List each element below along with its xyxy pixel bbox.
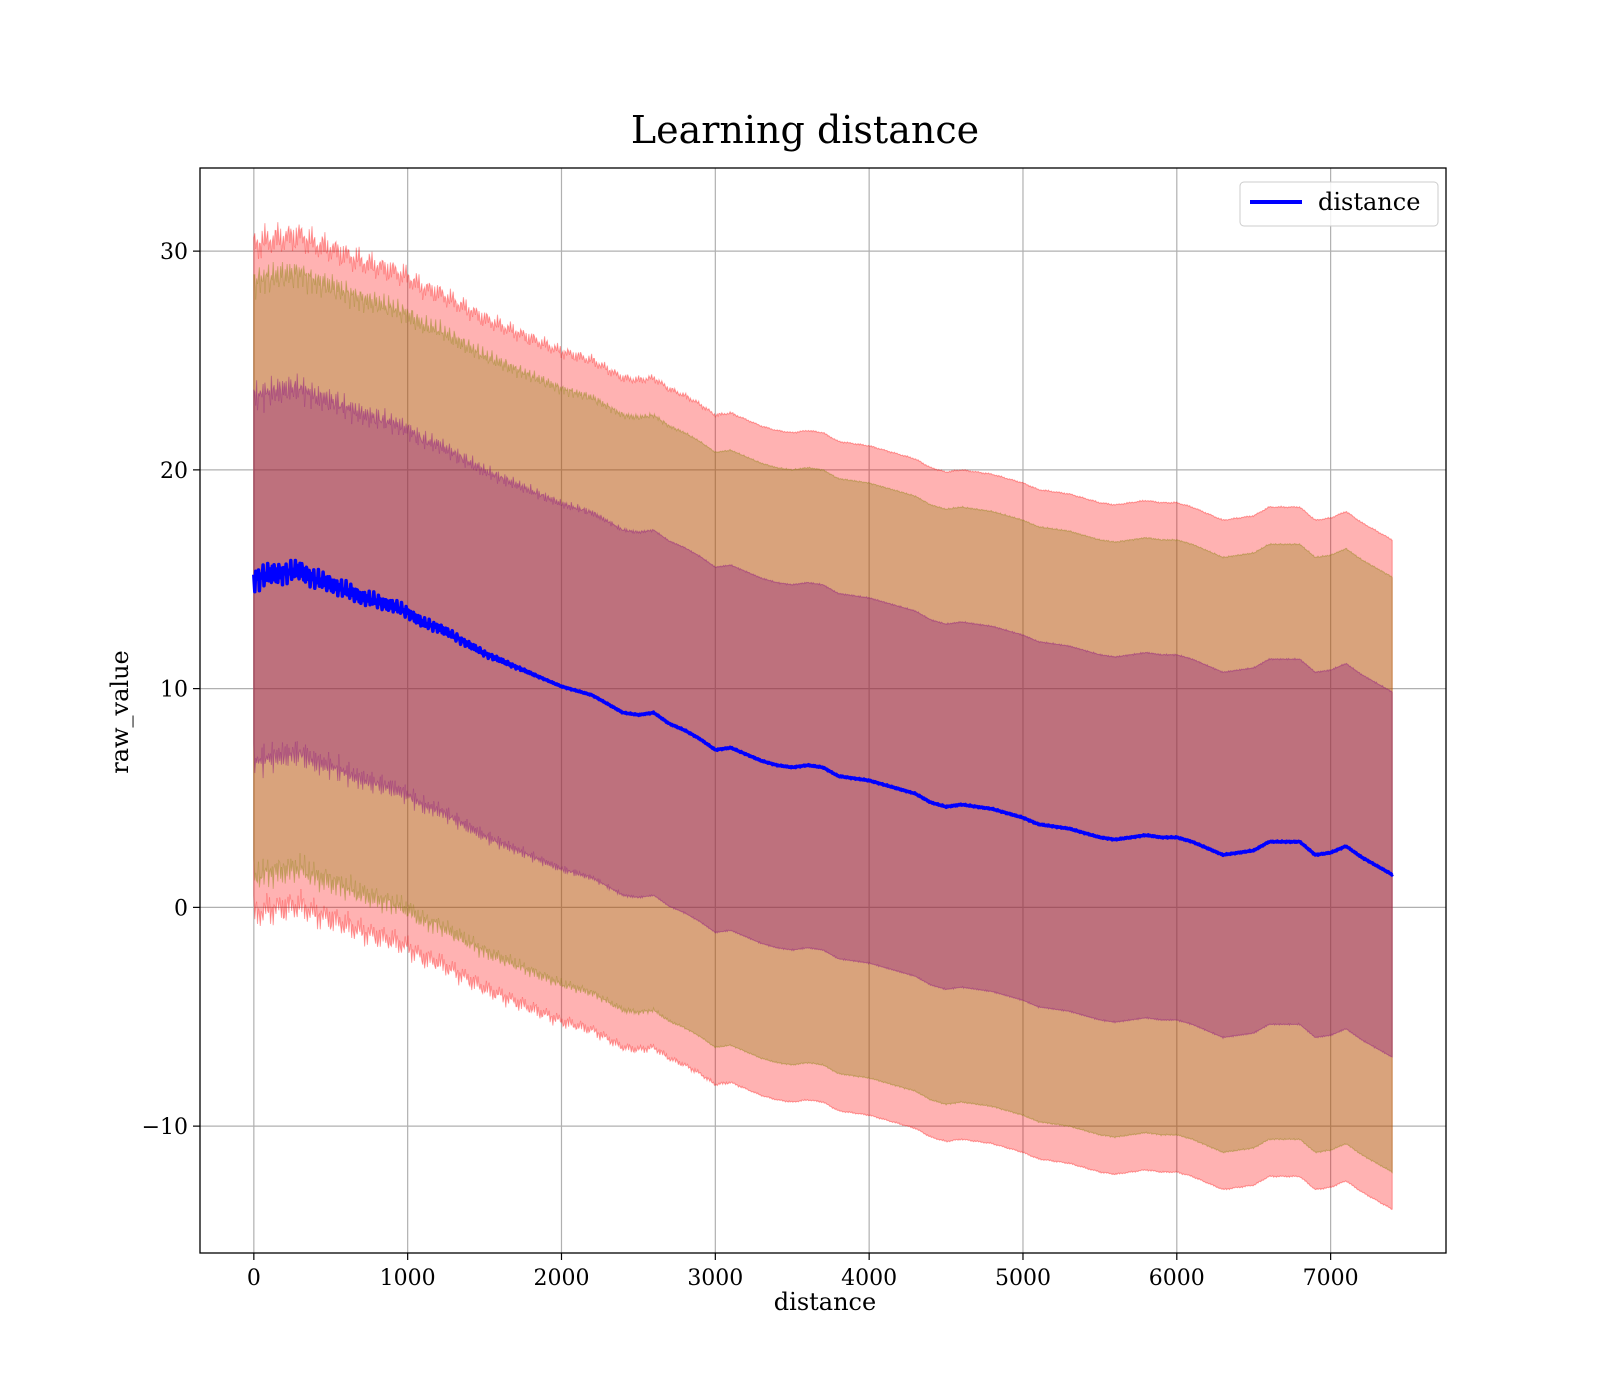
plot-frame — [199, 167, 1447, 1254]
chart-title: Learning distance — [631, 108, 979, 152]
x-tick-label: 6000 — [1149, 1266, 1205, 1291]
y-tick-label: 10 — [160, 678, 188, 703]
error-bands — [253, 222, 1393, 1211]
x-tick-label: 3000 — [687, 1266, 743, 1291]
x-tick-label: 0 — [247, 1266, 261, 1291]
grid — [200, 168, 1446, 1253]
series-lines — [252, 558, 1394, 877]
x-axis-label: distance — [774, 1288, 876, 1316]
y-axis-label: raw_value — [106, 650, 134, 774]
error-band — [253, 261, 1393, 1174]
x-tick-label: 5000 — [995, 1266, 1051, 1291]
x-tick-label: 2000 — [533, 1266, 589, 1291]
y-axis-ticks: −10 0 10 20 30 — [142, 240, 200, 1140]
x-tick-label: 7000 — [1303, 1266, 1359, 1291]
series-line-distance — [252, 558, 1394, 877]
x-axis-ticks: 0 1000 2000 3000 4000 5000 6000 7000 — [247, 1253, 1359, 1291]
legend: distance — [1239, 181, 1439, 227]
error-band — [253, 373, 1393, 1058]
y-tick-label: 20 — [160, 459, 188, 484]
x-tick-label: 1000 — [380, 1266, 436, 1291]
y-tick-label: 0 — [174, 896, 188, 921]
legend-frame — [1239, 181, 1439, 227]
legend-entry-distance: distance — [1318, 188, 1420, 216]
y-tick-label: 30 — [160, 240, 188, 265]
error-band — [253, 222, 1393, 1211]
x-tick-label: 4000 — [841, 1266, 897, 1291]
y-tick-label: −10 — [142, 1115, 188, 1140]
